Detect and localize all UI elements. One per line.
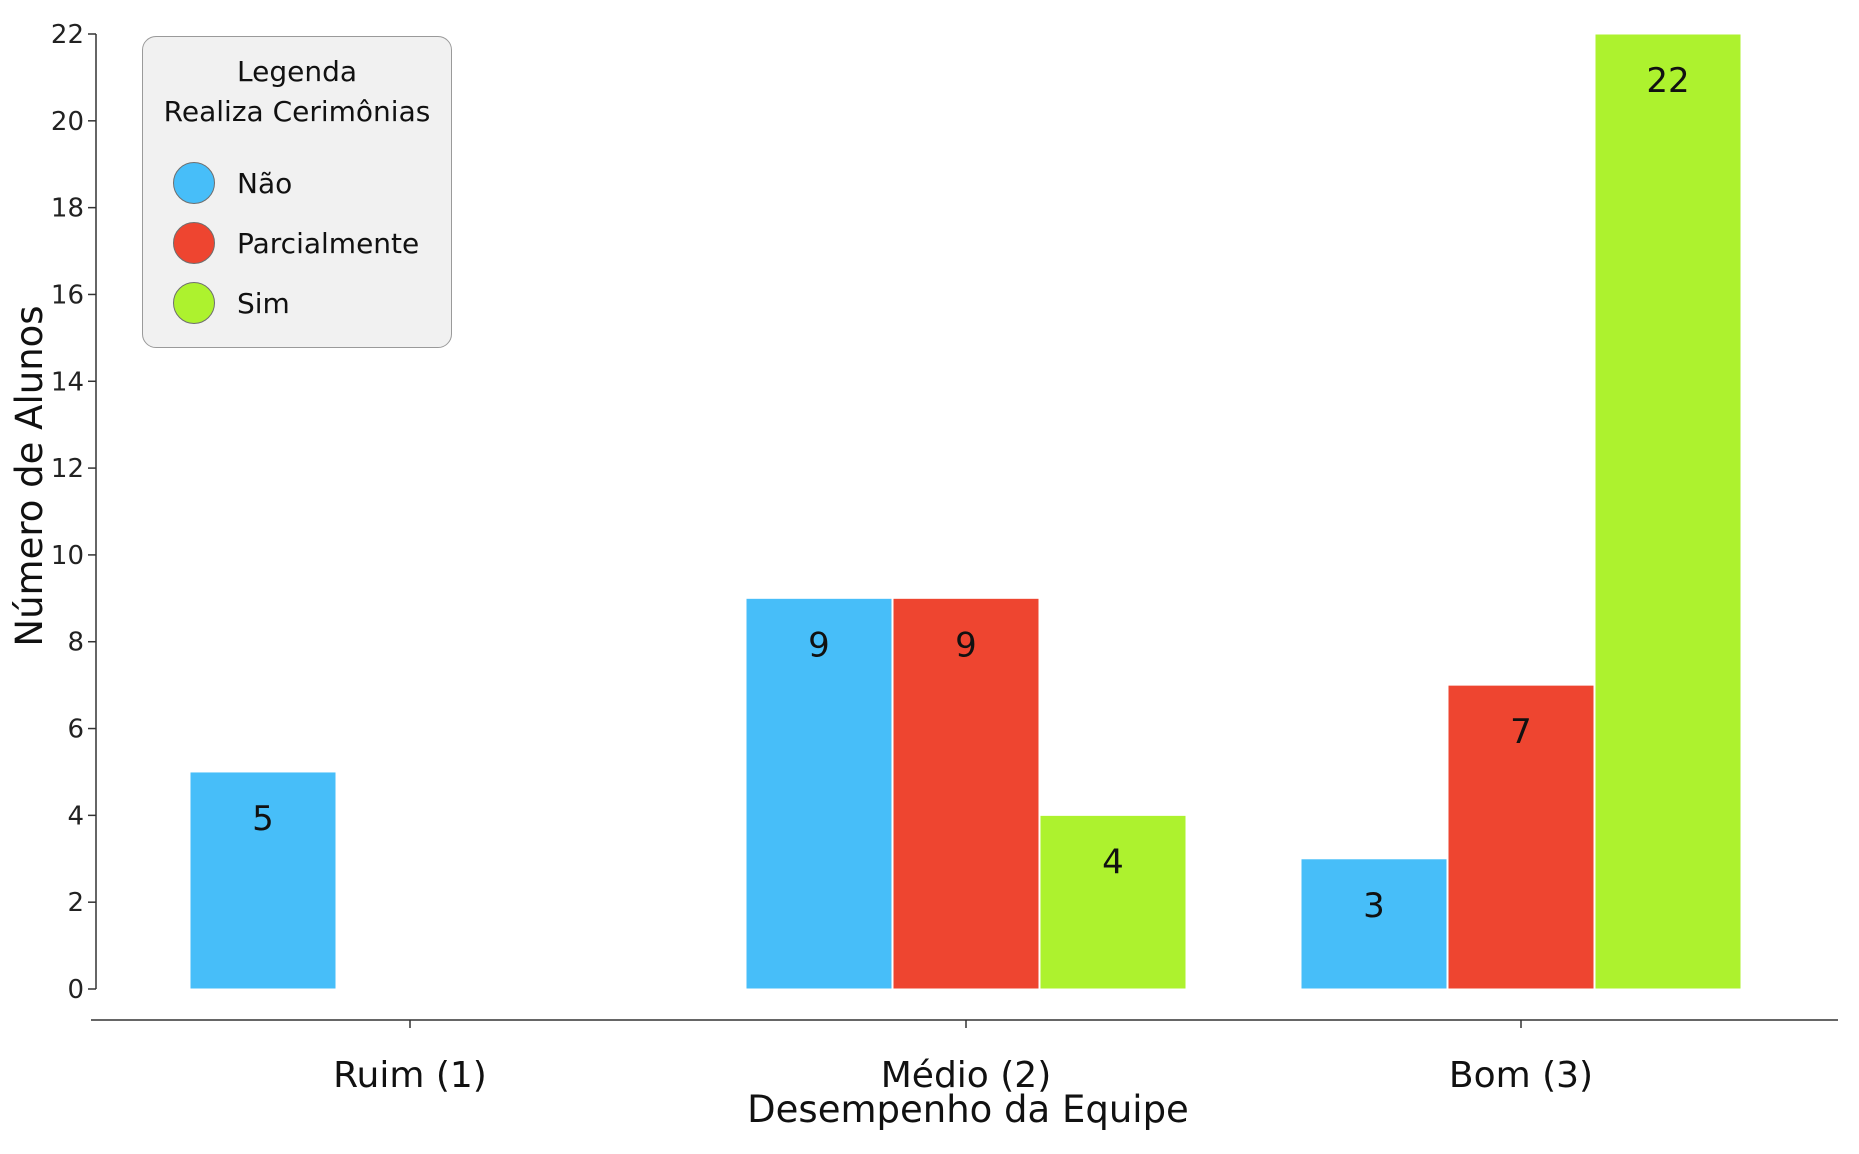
legend-swatch-nao [173, 162, 215, 204]
bar-value-label: 9 [955, 625, 977, 665]
bar [1594, 33, 1742, 990]
legend-title: Legenda [236, 55, 357, 88]
legend: Legenda Realiza Cerimônias Não Parcialme… [142, 36, 452, 348]
legend-label-nao: Não [237, 166, 293, 200]
y-axis: 0 2 4 6 8 10 12 14 16 18 20 22 [51, 20, 97, 1005]
y-tick-label: 0 [67, 975, 84, 1005]
bar-value-label: 9 [808, 625, 830, 665]
bar-value-label: 22 [1646, 61, 1689, 101]
bar-value-label: 7 [1510, 712, 1532, 752]
y-tick-label: 6 [67, 715, 84, 745]
y-tick-label: 10 [51, 541, 84, 571]
legend-item-sim: Sim [173, 281, 290, 325]
y-tick-label: 18 [51, 194, 84, 224]
y-axis-title: Número de Alunos [8, 305, 51, 646]
bar [1300, 858, 1448, 990]
bar [892, 597, 1040, 990]
bars-group [189, 33, 1742, 990]
legend-swatch-parcialmente [173, 222, 215, 264]
legend-label-sim: Sim [237, 286, 290, 320]
legend-item-parcialmente: Parcialmente [173, 221, 419, 265]
bar [189, 771, 337, 990]
bar [1447, 684, 1595, 990]
x-axis-title: Desempenho da Equipe [747, 1088, 1189, 1131]
y-tick-label: 16 [51, 280, 84, 310]
bar-value-label: 4 [1102, 842, 1124, 882]
bar-value-label: 3 [1363, 886, 1385, 926]
y-tick-label: 12 [51, 454, 84, 484]
bar [1039, 814, 1187, 990]
y-tick-label: 2 [67, 888, 84, 918]
bar-labels-group: 5 9 9 4 3 7 22 [252, 61, 1689, 926]
legend-item-nao: Não [173, 161, 292, 205]
y-tick-label: 8 [67, 628, 84, 658]
bar [745, 597, 893, 990]
legend-label-parcialmente: Parcialmente [237, 226, 420, 260]
x-tick-label: Médio (2) [881, 1055, 1052, 1096]
legend-subtitle: Realiza Cerimônias [163, 95, 431, 128]
bar-value-label: 5 [252, 799, 274, 839]
x-axis: Ruim (1) Médio (2) Bom (3) [91, 1019, 1838, 1096]
legend-swatch-sim [173, 282, 215, 324]
y-tick-label: 14 [51, 367, 84, 397]
x-tick-label: Ruim (1) [333, 1055, 487, 1096]
y-tick-label: 20 [51, 107, 84, 137]
y-tick-label: 4 [67, 801, 84, 831]
x-tick-label: Bom (3) [1449, 1055, 1593, 1096]
y-tick-label: 22 [51, 20, 84, 50]
